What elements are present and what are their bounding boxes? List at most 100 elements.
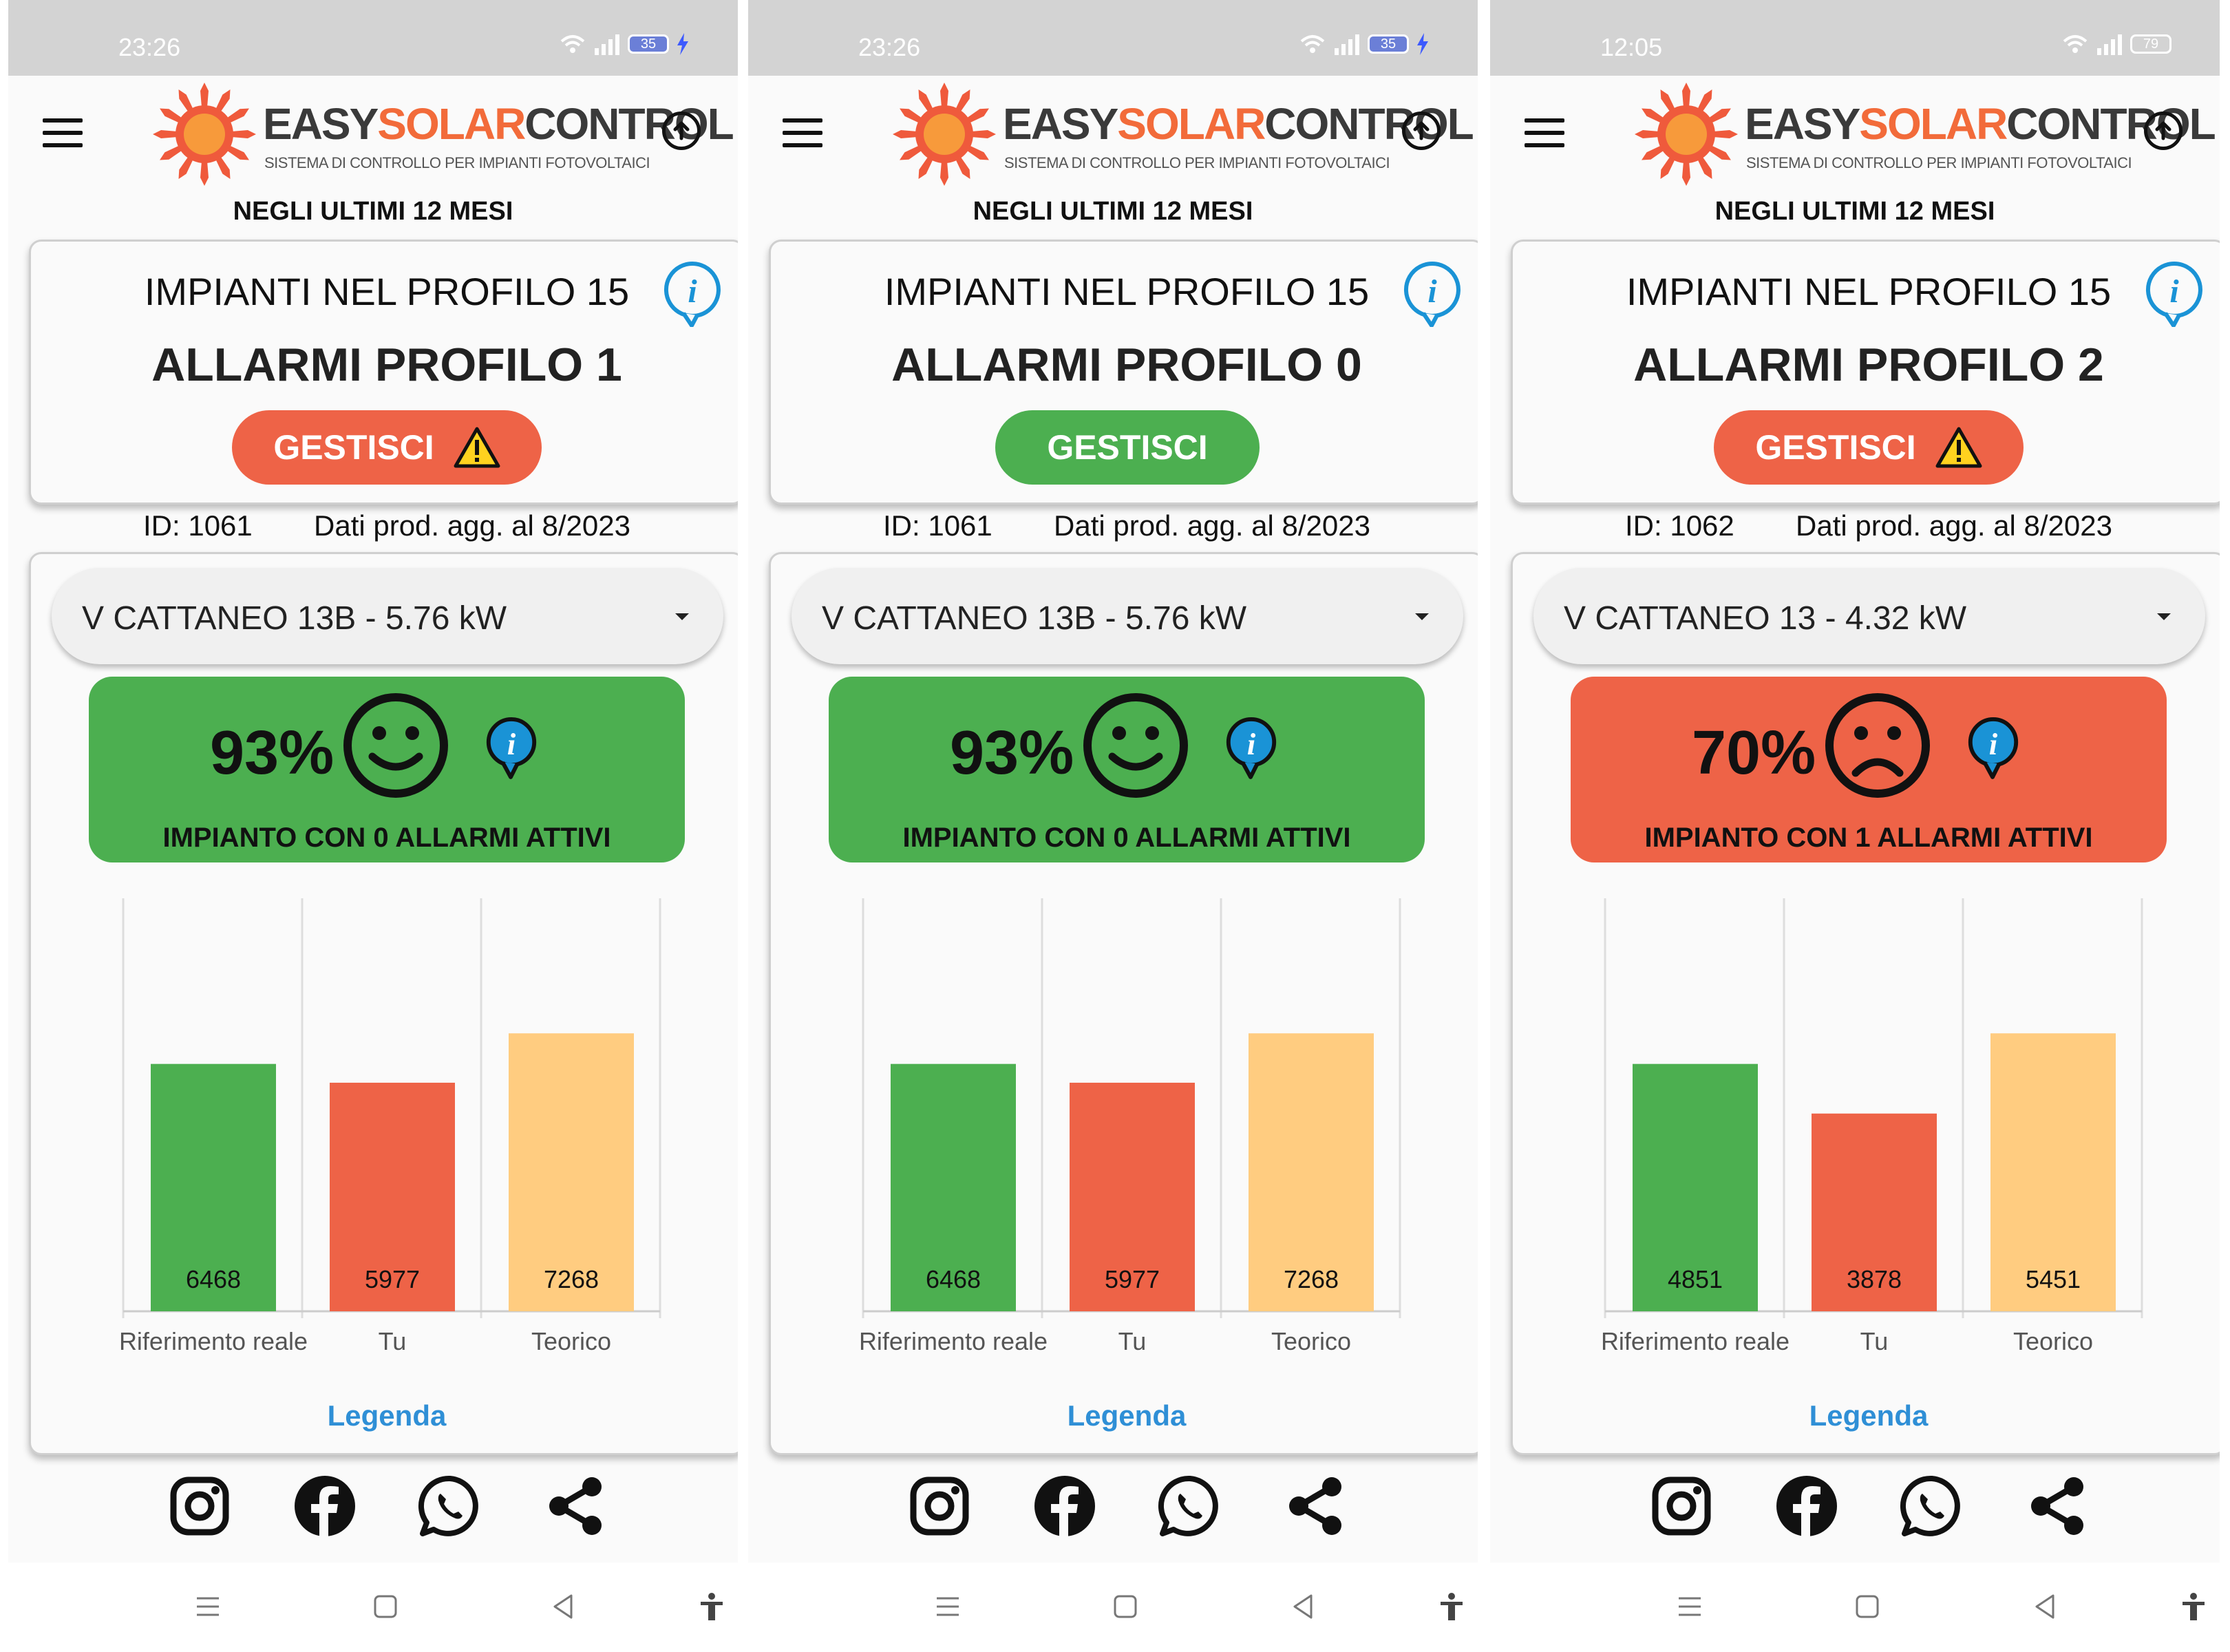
svg-text:i: i	[2169, 273, 2179, 310]
chart-category-label: Tu	[1118, 1327, 1147, 1355]
wifi-icon	[560, 35, 585, 53]
plant-select-value: V CATTANEO 13B - 5.76 kW	[82, 600, 507, 637]
whatsapp-icon[interactable]	[1157, 1473, 1223, 1539]
status-icons: 35	[559, 30, 690, 58]
logo-part-solar: SOLAR	[1859, 99, 2008, 149]
info-icon[interactable]: i	[482, 715, 540, 780]
app-logo: EASYSOLARCONTROL SISTEMA DI CONTROLLO PE…	[1635, 83, 2216, 186]
menu-lines-icon[interactable]	[193, 1591, 223, 1622]
profile-plants-count: IMPIANTI NEL PROFILO 15	[144, 270, 630, 313]
chart-bar	[1633, 1063, 1758, 1311]
plant-select[interactable]: V CATTANEO 13 - 4.32 kW	[1533, 568, 2205, 664]
legend-link[interactable]: Legenda	[1067, 1399, 1187, 1432]
manage-button[interactable]: GESTISCI	[995, 410, 1260, 485]
share-icon[interactable]	[2024, 1473, 2090, 1539]
info-icon[interactable]: i	[2145, 261, 2204, 327]
accessibility-icon[interactable]	[1436, 1591, 1467, 1622]
back-triangle-icon[interactable]	[2030, 1591, 2060, 1622]
info-icon[interactable]: i	[663, 261, 722, 327]
battery-icon: 79	[2130, 34, 2171, 54]
info-icon[interactable]: i	[1964, 715, 2022, 780]
status-bar: 23:26 35	[8, 0, 738, 76]
accessibility-icon[interactable]	[697, 1591, 727, 1622]
status-bar: 23:26 35	[748, 0, 1478, 76]
accessibility-icon[interactable]	[2178, 1591, 2209, 1622]
hamburger-menu-icon[interactable]	[43, 118, 83, 147]
chart-bar-value-label: 5977	[1105, 1265, 1160, 1293]
home-square-icon[interactable]	[370, 1591, 401, 1622]
chart-bar-value-label: 3878	[1847, 1265, 1902, 1293]
app-header: EASYSOLARCONTROL SISTEMA DI CONTROLLO PE…	[8, 76, 738, 193]
menu-lines-icon[interactable]	[933, 1591, 963, 1622]
home-square-icon[interactable]	[1110, 1591, 1140, 1622]
logo-part-control: CONTROL	[524, 99, 734, 149]
signal-icon	[595, 34, 619, 55]
warning-icon	[454, 427, 500, 468]
production-bar-chart: 4851 Riferimento reale 3878 Tu 5451 Teorico	[1601, 898, 2143, 1355]
alarms-status-text: IMPIANTO CON 0 ALLARMI ATTIVI	[902, 823, 1351, 853]
logo-part-solar: SOLAR	[377, 99, 526, 149]
facebook-icon[interactable]	[292, 1473, 358, 1539]
period-label: NEGLI ULTIMI 12 MESI	[973, 197, 1253, 226]
instagram-icon[interactable]	[906, 1473, 973, 1539]
caret-down-icon	[2157, 613, 2171, 620]
instagram-icon[interactable]	[167, 1473, 233, 1539]
logo-wordmark: EASYSOLARCONTROL	[263, 99, 734, 149]
instagram-icon[interactable]	[1648, 1473, 1714, 1539]
whatsapp-icon[interactable]	[417, 1473, 483, 1539]
chart-bar	[151, 1063, 276, 1311]
chart-category-label: Teorico	[531, 1327, 611, 1355]
manage-button-label: GESTISCI	[1755, 428, 1916, 467]
chart-bar-value-label: 7268	[1284, 1265, 1339, 1293]
data-updated: Dati prod. agg. al 8/2023	[1054, 509, 1370, 542]
chart-bar	[509, 1033, 634, 1311]
hamburger-menu-icon[interactable]	[783, 118, 822, 147]
plant-select[interactable]: V CATTANEO 13B - 5.76 kW	[792, 568, 1463, 664]
signal-icon	[1335, 34, 1359, 55]
charging-bolt-icon	[677, 33, 688, 55]
manage-button[interactable]: GESTISCI	[232, 410, 542, 485]
performance-percent: 93%	[210, 719, 334, 787]
info-icon[interactable]: i	[1403, 261, 1462, 327]
upload-arrow-icon[interactable]	[2144, 112, 2183, 150]
info-icon[interactable]: i	[1222, 715, 1280, 780]
facebook-icon[interactable]	[1774, 1473, 1840, 1539]
chart-bar-value-label: 4851	[1668, 1265, 1723, 1293]
plant-select[interactable]: V CATTANEO 13B - 5.76 kW	[52, 568, 723, 664]
upload-arrow-icon[interactable]	[662, 112, 701, 150]
chart-bar	[330, 1082, 455, 1311]
back-triangle-icon[interactable]	[548, 1591, 578, 1622]
whatsapp-icon[interactable]	[1899, 1473, 1965, 1539]
performance-panel: 70% i IMPIANTO CON 1 ALLARMI ATTIVI	[1571, 677, 2167, 862]
legend-link[interactable]: Legenda	[327, 1399, 447, 1432]
home-square-icon[interactable]	[1852, 1591, 1882, 1622]
back-triangle-icon[interactable]	[1288, 1591, 1318, 1622]
warning-icon	[1935, 427, 1982, 468]
performance-panel: 93% i IMPIANTO CON 0 ALLARMI ATTIVI	[829, 677, 1425, 862]
profile-alarms-title: ALLARMI PROFILO 1	[151, 339, 622, 391]
chart-bar-value-label: 7268	[544, 1265, 599, 1293]
legend-link[interactable]: Legenda	[1809, 1399, 1929, 1432]
chart-bar-value-label: 5977	[365, 1265, 420, 1293]
profile-alarms-title: ALLARMI PROFILO 2	[1633, 339, 2104, 391]
status-time: 23:26	[858, 33, 921, 61]
manage-button[interactable]: GESTISCI	[1714, 410, 2024, 485]
logo-wordmark: EASYSOLARCONTROL	[1003, 102, 1474, 146]
chart-bar	[891, 1063, 1016, 1311]
svg-text:i: i	[688, 273, 697, 310]
data-updated: Dati prod. agg. al 8/2023	[1796, 509, 2112, 542]
svg-text:i: i	[1427, 273, 1437, 310]
app-header: EASYSOLARCONTROL SISTEMA DI CONTROLLO PE…	[1490, 76, 2220, 193]
logo-subtitle: SISTEMA DI CONTROLLO PER IMPIANTI FOTOVO…	[1004, 154, 1390, 171]
share-icon[interactable]	[1282, 1473, 1348, 1539]
facebook-icon[interactable]	[1032, 1473, 1098, 1539]
profile-card: IMPIANTI NEL PROFILO 15 i ALLARMI PROFIL…	[1511, 240, 2220, 505]
share-icon[interactable]	[542, 1473, 608, 1539]
alarms-status-text: IMPIANTO CON 1 ALLARMI ATTIVI	[1644, 823, 2093, 853]
menu-lines-icon[interactable]	[1675, 1591, 1705, 1622]
caret-down-icon	[675, 613, 689, 620]
hamburger-menu-icon[interactable]	[1525, 118, 1564, 147]
battery-icon: 35	[628, 34, 669, 54]
upload-arrow-icon[interactable]	[1402, 112, 1441, 150]
chart-category-label: Teorico	[1271, 1327, 1351, 1355]
